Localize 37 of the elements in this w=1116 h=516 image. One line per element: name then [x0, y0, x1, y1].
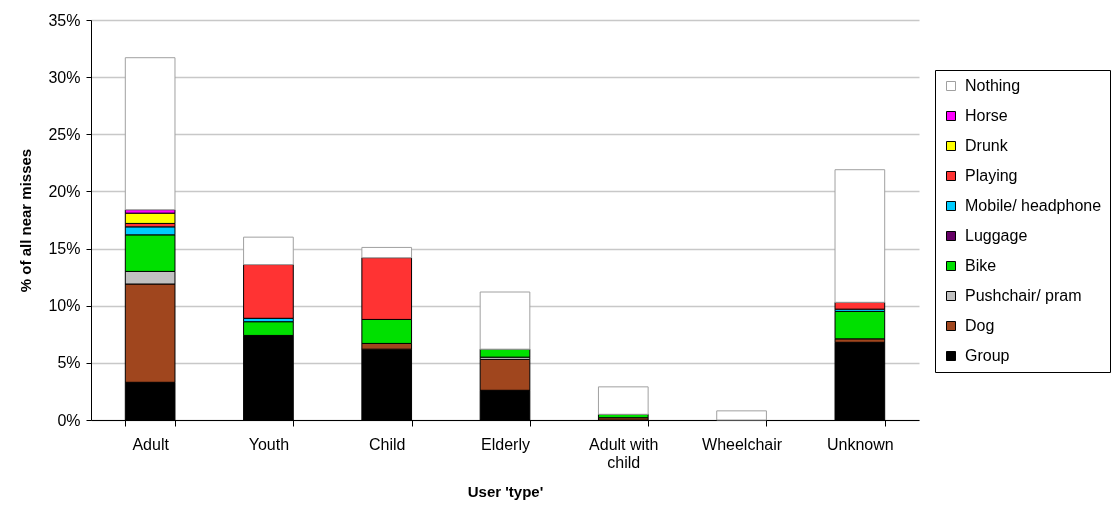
bar: [597, 386, 649, 415]
bar: [834, 301, 886, 310]
x-tick-label: Adult: [132, 435, 170, 453]
y-tick-label: 35%: [48, 11, 81, 29]
bar: [834, 310, 886, 340]
legend-label: Dog: [965, 317, 995, 334]
bar: [243, 236, 294, 266]
bar: [361, 246, 413, 259]
x-tick-label: Youth: [248, 435, 290, 453]
bar: [834, 169, 886, 303]
y-axis-title: % of all near misses: [17, 148, 35, 293]
legend-label: Bike: [965, 257, 997, 274]
y-tick-label: 0%: [57, 411, 81, 429]
bar: [243, 264, 294, 319]
y-tick-label: 20%: [48, 182, 81, 200]
x-tick-label: Child: [368, 435, 406, 453]
legend-label: Horse: [965, 107, 1008, 124]
y-tick-label: 10%: [48, 297, 81, 315]
x-tick-label: Adult with child: [589, 435, 659, 471]
legend-label: Nothing: [965, 77, 1021, 94]
legend-label: Playing: [965, 167, 1018, 184]
x-tick-label: Elderly: [481, 435, 530, 453]
bar: [716, 410, 767, 421]
x-tick-label: Unknown: [827, 435, 894, 453]
bar: [479, 291, 531, 350]
y-tick-label: 5%: [57, 354, 81, 372]
legend-label: Drunk: [965, 137, 1009, 154]
y-tick-label: 30%: [48, 68, 81, 86]
y-tick-label: 15%: [48, 240, 81, 258]
bar: [124, 57, 176, 211]
legend-label: Mobile/ headphone: [965, 197, 1102, 214]
legend-label: Pushchair/ pram: [965, 287, 1082, 304]
y-tick-label: 25%: [48, 125, 81, 143]
x-tick-label: Wheelchair: [702, 435, 783, 453]
legend-label: Luggage: [965, 227, 1028, 244]
legend-label: Group: [965, 347, 1010, 364]
x-axis-title: User 'type': [467, 482, 544, 500]
